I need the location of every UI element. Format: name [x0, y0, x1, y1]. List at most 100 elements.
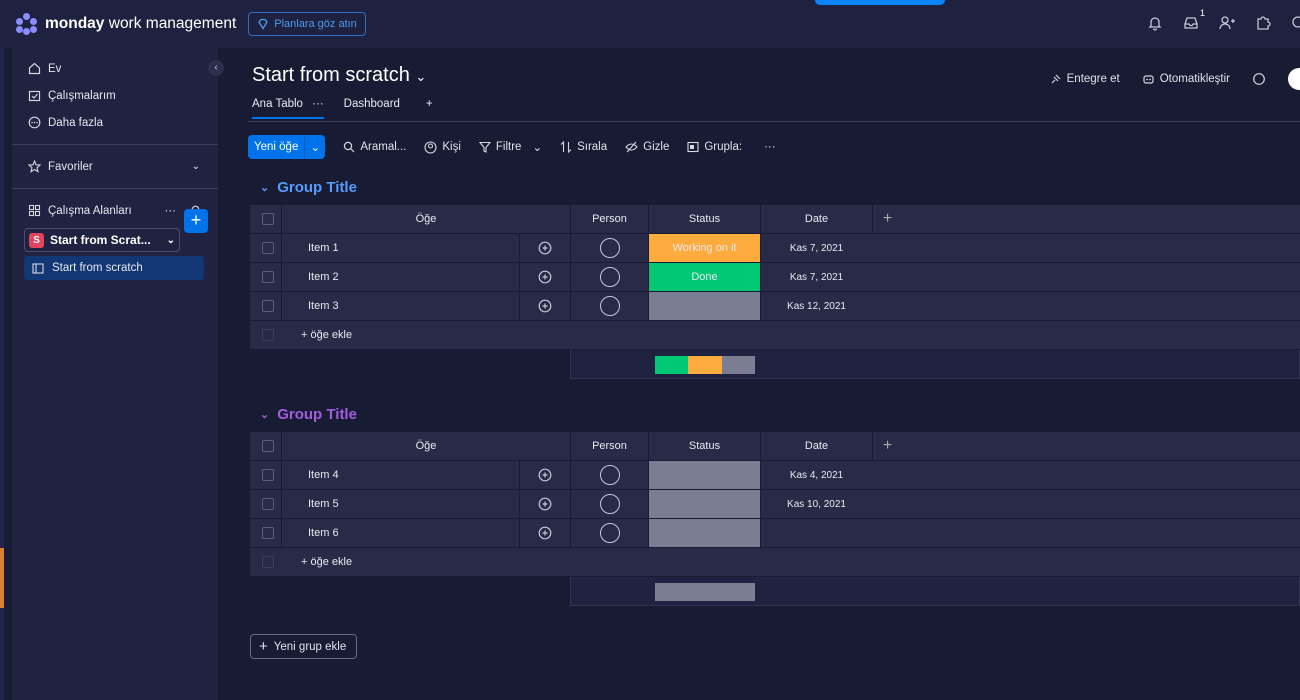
add-update-icon[interactable] — [519, 490, 570, 518]
date-cell[interactable]: Kas 7, 2021 — [760, 234, 872, 262]
item-name[interactable]: Item 2 — [281, 263, 519, 291]
row-checkbox[interactable] — [255, 292, 281, 320]
date-cell[interactable]: Kas 12, 2021 — [760, 292, 872, 320]
add-to-workspace-button[interactable]: + — [184, 209, 208, 233]
new-item-button[interactable]: Yeni öğe ⌄ — [248, 135, 326, 159]
item-name[interactable]: Item 1 — [281, 234, 519, 262]
group-title[interactable]: ⌄ Group Title — [260, 179, 357, 196]
add-item-row[interactable]: + öğe ekle — [250, 548, 1300, 577]
plans-button[interactable]: Planlara göz atın — [248, 12, 366, 36]
date-cell[interactable]: Kas 10, 2021 — [760, 490, 872, 518]
add-update-icon[interactable] — [519, 461, 570, 489]
select-all-checkbox[interactable] — [255, 205, 281, 233]
item-name[interactable]: Item 6 — [281, 519, 519, 547]
column-header-item[interactable]: Öğe — [281, 205, 570, 233]
inbox-icon[interactable]: 1 — [1182, 8, 1205, 32]
add-column-button[interactable]: + — [872, 205, 902, 233]
apps-puzzle-icon[interactable] — [1254, 14, 1272, 32]
status-cell[interactable] — [648, 519, 760, 547]
person-cell[interactable] — [570, 461, 648, 489]
person-cell[interactable] — [570, 234, 648, 262]
status-cell[interactable]: Done — [648, 263, 760, 291]
column-header-date[interactable]: Date — [760, 205, 872, 233]
add-item-input[interactable]: + öğe ekle — [301, 329, 353, 341]
item-name[interactable]: Item 4 — [281, 461, 519, 489]
collapse-sidebar-button[interactable]: ‹ — [208, 60, 224, 76]
row-checkbox[interactable] — [255, 461, 281, 489]
search-icon[interactable] — [1290, 14, 1300, 32]
person-cell[interactable] — [570, 519, 648, 547]
item-name[interactable]: Item 5 — [281, 490, 519, 518]
add-update-icon[interactable] — [519, 292, 570, 320]
add-view-button[interactable]: + — [425, 98, 433, 110]
board-title[interactable]: Start from scratch ⌄ — [252, 64, 427, 86]
person-filter-button[interactable]: Kişi — [424, 140, 461, 154]
group-by-button[interactable]: Grupla: — [687, 141, 742, 153]
status-cell[interactable] — [648, 292, 760, 320]
row-checkbox[interactable] — [255, 234, 281, 262]
app-logo[interactable]: monday work management — [16, 13, 236, 35]
status-cell[interactable] — [648, 461, 760, 489]
column-header-person[interactable]: Person — [570, 432, 648, 460]
row-checkbox[interactable] — [255, 263, 281, 291]
status-summary-bar[interactable] — [655, 356, 755, 374]
search-button[interactable]: Aramal... — [343, 141, 406, 153]
sidebar-item-more[interactable]: Daha fazla — [12, 109, 218, 136]
sort-button[interactable]: Sırala — [560, 141, 607, 153]
chevron-down-icon[interactable]: ⌄ — [310, 142, 321, 154]
add-update-icon[interactable] — [519, 519, 570, 547]
bell-icon[interactable] — [1146, 14, 1164, 32]
tab-dashboard[interactable]: Dashboard — [343, 98, 400, 110]
table-row[interactable]: Item 3 Kas 12, 2021 — [250, 292, 1300, 321]
table-row[interactable]: Item 5 Kas 10, 2021 — [250, 490, 1300, 519]
user-avatar[interactable] — [1288, 68, 1300, 90]
select-all-checkbox[interactable] — [255, 432, 281, 460]
chat-icon[interactable] — [1252, 72, 1266, 86]
chevron-down-icon[interactable]: ⌄ — [260, 409, 270, 421]
add-group-button[interactable]: + Yeni grup ekle — [250, 634, 357, 659]
table-row[interactable]: Item 6 — [250, 519, 1300, 548]
automate-button[interactable]: Otomatikleştir — [1142, 73, 1230, 85]
sidebar-favorites[interactable]: Favoriler ⌄ — [12, 153, 218, 180]
table-row[interactable]: Item 1 Working on it Kas 7, 2021 — [250, 234, 1300, 263]
filter-button[interactable]: Filtre ⌄ — [478, 140, 543, 154]
hide-button[interactable]: Gizle — [625, 141, 669, 153]
chevron-down-icon[interactable]: ⌄ — [532, 142, 543, 154]
table-row[interactable]: Item 4 Kas 4, 2021 — [250, 461, 1300, 490]
sidebar-board-item[interactable]: Start from scratch — [24, 256, 204, 280]
date-cell[interactable]: Kas 7, 2021 — [760, 263, 872, 291]
column-header-status[interactable]: Status — [648, 205, 760, 233]
person-cell[interactable] — [570, 292, 648, 320]
group-title[interactable]: ⌄ Group Title — [260, 406, 357, 423]
sidebar-item-my-work[interactable]: Çalışmalarım — [12, 82, 218, 109]
sidebar-item-home[interactable]: Ev — [12, 55, 218, 82]
add-column-button[interactable]: + — [872, 432, 902, 460]
column-header-date[interactable]: Date — [760, 432, 872, 460]
status-summary-bar[interactable] — [655, 583, 755, 601]
date-cell[interactable]: Kas 4, 2021 — [760, 461, 872, 489]
row-checkbox[interactable] — [255, 519, 281, 547]
column-header-status[interactable]: Status — [648, 432, 760, 460]
more-dots-icon[interactable]: ··· — [164, 204, 177, 217]
more-options-button[interactable]: ··· — [764, 141, 776, 153]
status-cell[interactable] — [648, 490, 760, 518]
date-cell[interactable] — [760, 519, 872, 547]
person-cell[interactable] — [570, 263, 648, 291]
workspace-select[interactable]: S Start from Scrat... ⌄ — [24, 228, 180, 252]
table-row[interactable]: Item 2 Done Kas 7, 2021 — [250, 263, 1300, 292]
tab-main-table[interactable]: Ana Tablo ··· — [252, 98, 324, 119]
row-checkbox[interactable] — [255, 490, 281, 518]
add-update-icon[interactable] — [519, 263, 570, 291]
chevron-down-icon[interactable]: ⌄ — [260, 182, 270, 194]
column-header-person[interactable]: Person — [570, 205, 648, 233]
integrate-button[interactable]: Entegre et — [1050, 73, 1120, 85]
status-cell[interactable]: Working on it — [648, 234, 760, 262]
item-name[interactable]: Item 3 — [281, 292, 519, 320]
tab-more-icon[interactable]: ··· — [312, 98, 324, 110]
add-item-row[interactable]: + öğe ekle — [250, 321, 1300, 350]
invite-user-icon[interactable] — [1218, 14, 1236, 32]
person-cell[interactable] — [570, 490, 648, 518]
add-update-icon[interactable] — [519, 234, 570, 262]
add-item-input[interactable]: + öğe ekle — [301, 556, 353, 568]
column-header-item[interactable]: Öğe — [281, 432, 570, 460]
